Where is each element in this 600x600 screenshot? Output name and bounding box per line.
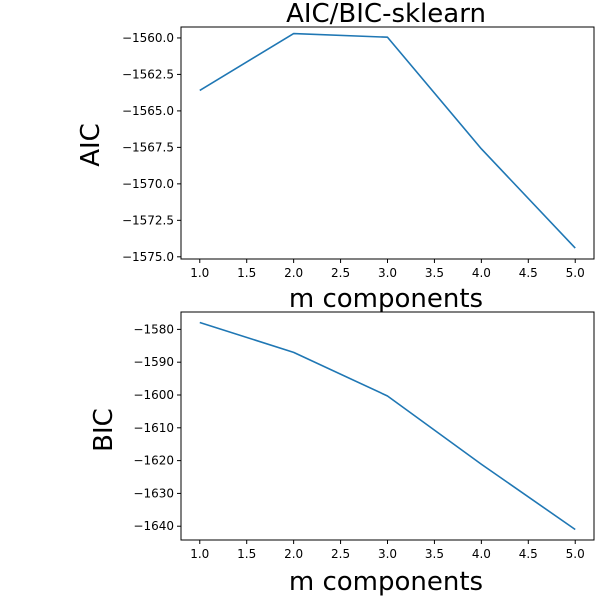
aic-x-tick-label: 5.0 — [566, 266, 585, 280]
aic-y-tick-label: −1565.0 — [122, 104, 174, 118]
bic-plot-frame — [180, 311, 595, 541]
aic-chart: AIC/BIC-sklearn 1.0 1.5 2.0 2.5 3.0 3.5 4.0 4.5… — [76, 0, 595, 314]
aic-y-tick-label: −1562.5 — [122, 67, 174, 81]
aic-x-tick-label: 1.5 — [237, 266, 256, 280]
bic-y-tick-label: −1640 — [133, 519, 174, 533]
bic-ticks: 1.0 1.5 2.0 2.5 3.0 3.5 4.0 4.5 5.0 −1580 −1590 −16… — [133, 322, 584, 561]
bic-x-tick-label: 4.5 — [519, 547, 538, 561]
bic-y-tick-label: −1580 — [133, 322, 174, 336]
aic-x-tick-label: 3.0 — [378, 266, 397, 280]
bic-x-tick-label: 5.0 — [566, 547, 585, 561]
aic-ticks: 1.0 1.5 2.0 2.5 3.0 3.5 4.0 4.5 5.0 −1560.0 −1562.… — [122, 31, 585, 280]
bic-y-tick-label: −1630 — [133, 486, 174, 500]
bic-y-tick-label: −1620 — [133, 454, 174, 468]
bic-x-tick-label: 2.0 — [284, 547, 303, 561]
bic-x-tick-label: 3.0 — [378, 547, 397, 561]
aic-x-tick-label: 1.0 — [190, 266, 209, 280]
bic-series-line — [199, 321, 576, 531]
bic-x-axis-label: m components — [289, 567, 483, 597]
aic-y-tick-label: −1575.0 — [122, 250, 174, 264]
aic-x-tick-label: 2.5 — [331, 266, 350, 280]
aic-x-axis-label: m components — [289, 284, 483, 314]
bic-y-axis-label: BIC — [89, 408, 119, 452]
bic-y-tick-label: −1590 — [133, 355, 174, 369]
aic-y-tick-label: −1570.0 — [122, 177, 174, 191]
bic-x-tick-label: 2.5 — [331, 547, 350, 561]
bic-y-tick-label: −1600 — [133, 388, 174, 402]
aic-y-tick-label: −1567.5 — [122, 140, 174, 154]
aic-x-tick-label: 4.5 — [519, 266, 538, 280]
aic-x-tick-label: 3.5 — [425, 266, 444, 280]
aic-x-tick-label: 4.0 — [472, 266, 491, 280]
aic-series-line — [199, 32, 576, 249]
bic-x-tick-label: 4.0 — [472, 547, 491, 561]
bic-x-tick-label: 3.5 — [425, 547, 444, 561]
aic-y-tick-label: −1572.5 — [122, 213, 174, 227]
bic-x-tick-label: 1.0 — [190, 547, 209, 561]
aic-x-tick-label: 2.0 — [284, 266, 303, 280]
bic-chart: 1.0 1.5 2.0 2.5 3.0 3.5 4.0 4.5 5.0 −1580 −1590 −16… — [89, 311, 595, 597]
aic-plot-frame — [180, 26, 595, 260]
aic-y-axis-label: AIC — [76, 123, 106, 167]
bic-x-tick-label: 1.5 — [237, 547, 256, 561]
chart-title: AIC/BIC-sklearn — [286, 0, 486, 29]
bic-y-tick-label: −1610 — [133, 421, 174, 435]
aic-y-tick-label: −1560.0 — [122, 31, 174, 45]
